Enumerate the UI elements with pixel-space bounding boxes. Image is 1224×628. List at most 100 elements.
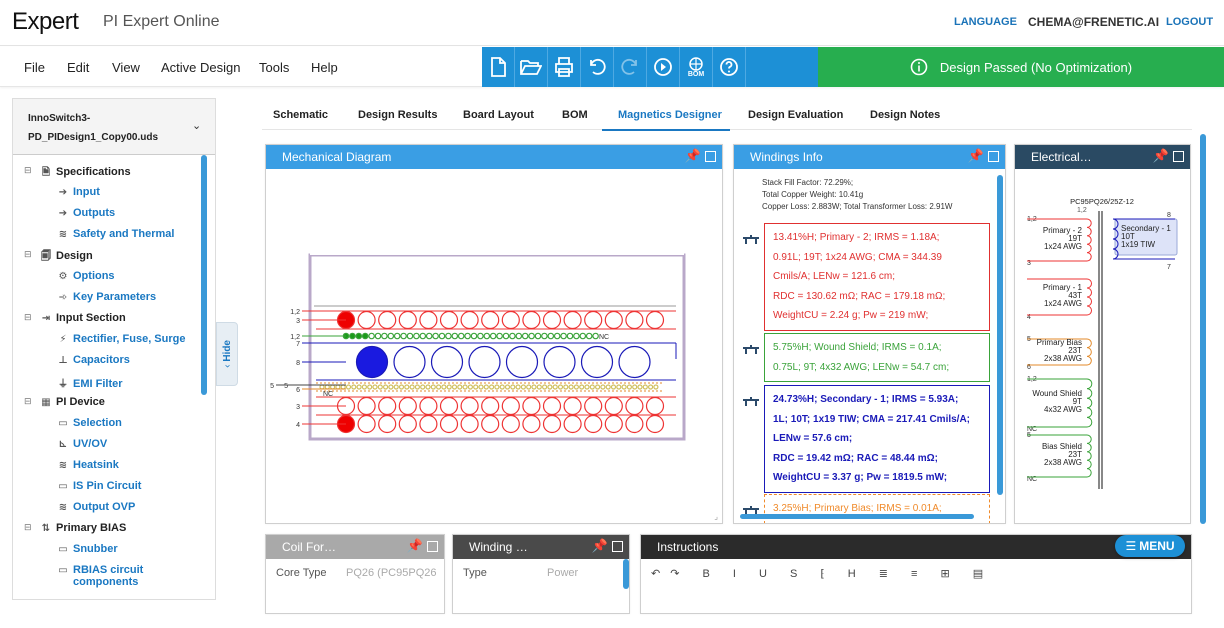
print-button[interactable] bbox=[548, 47, 581, 87]
pin-icon[interactable]: 📌 bbox=[684, 148, 701, 163]
help-button[interactable] bbox=[713, 47, 746, 87]
sidebar: InnoSwitch3- PD_PIDesign1_Copy00.uds ⌄ 🗎… bbox=[12, 98, 216, 600]
tab-design-notes[interactable]: Design Notes bbox=[870, 109, 941, 121]
tree-item-snubber[interactable]: ▭ Snubber bbox=[56, 543, 117, 555]
tree-item-output-ovp[interactable]: ≋ Output OVP bbox=[56, 501, 136, 513]
winding-info-line: RDC = 19.42 mΩ; RAC = 48.44 mΩ; bbox=[773, 452, 938, 464]
tab-design-results[interactable]: Design Results bbox=[358, 109, 438, 121]
maximize-icon[interactable] bbox=[988, 151, 999, 162]
tree-item-emi-filter[interactable]: ⏚ EMI Filter bbox=[56, 375, 123, 390]
hide-sidebar-tab[interactable]: ‹ Hide bbox=[216, 322, 238, 386]
language-link[interactable]: LANGUAGE bbox=[954, 16, 1017, 28]
user-name[interactable]: CHEMA@FRENETIC.AI bbox=[1028, 15, 1160, 29]
redo-button[interactable] bbox=[614, 47, 647, 87]
menu-help[interactable]: Help bbox=[311, 60, 338, 75]
wire-turn bbox=[616, 384, 622, 390]
wire-turn bbox=[496, 332, 503, 340]
maximize-icon[interactable] bbox=[427, 541, 438, 552]
tree-item-uv-ov[interactable]: ⊾ UV/OV bbox=[56, 438, 107, 450]
expand-toggle-icon[interactable]: ⊟ bbox=[24, 165, 32, 175]
menu-active-design[interactable]: Active Design bbox=[161, 60, 241, 75]
open-button[interactable] bbox=[515, 47, 548, 87]
tab-schematic[interactable]: Schematic bbox=[273, 109, 329, 121]
winding-scrollbar[interactable] bbox=[623, 559, 629, 589]
wound-shield-winding: NC bbox=[342, 332, 609, 341]
pin-icon[interactable]: 📌 bbox=[1152, 148, 1169, 163]
tree-group-primary-bias[interactable]: ⇅ Primary BIAS bbox=[39, 522, 127, 534]
copper-loss: Copper Loss: 2.883W; Total Transformer L… bbox=[762, 202, 953, 211]
open-folder-icon bbox=[520, 60, 542, 75]
windings-hscrollbar[interactable] bbox=[740, 514, 974, 519]
tree-item-rbias-circuit[interactable]: ▭ RBIAS circuit bbox=[56, 564, 143, 576]
editor-toolbar[interactable]: ↶↷ B I U S ⁅ H ≣ ≡ ⊞ ▤ bbox=[651, 568, 994, 580]
undo-button[interactable] bbox=[581, 47, 614, 87]
winding-info-box[interactable]: 24.73%H; Secondary - 1; IRMS = 5.93A; 1L;… bbox=[764, 385, 990, 493]
tree-node-icon: ⚙ bbox=[58, 271, 68, 282]
resize-handle[interactable]: ⌟ bbox=[714, 512, 718, 521]
menu-file[interactable]: File bbox=[24, 60, 45, 75]
winding-info-box[interactable]: 3.25%H; Primary Bias; IRMS = 0.01A; bbox=[764, 494, 990, 523]
tree-item-selection[interactable]: ▭ Selection bbox=[56, 417, 122, 429]
design-name-line1: InnoSwitch3- bbox=[28, 113, 91, 124]
sidebar-scrollbar[interactable] bbox=[201, 155, 207, 395]
maximize-icon[interactable] bbox=[1173, 151, 1184, 162]
wire-turn bbox=[400, 332, 407, 340]
tree-item-is-pin-circuit[interactable]: ▭ IS Pin Circuit bbox=[56, 480, 141, 492]
tree-item-outputs[interactable]: ➔ Outputs bbox=[56, 207, 115, 219]
winding-info-box[interactable]: 13.41%H; Primary - 2; IRMS = 1.18A; 0.91L… bbox=[764, 223, 990, 331]
windings-scrollbar[interactable] bbox=[997, 175, 1003, 495]
tree-group-pi-device[interactable]: ▦ PI Device bbox=[39, 396, 105, 408]
tree-group-input-section[interactable]: ⇥ Input Section bbox=[39, 312, 126, 324]
tree-item-options[interactable]: ⚙ Options bbox=[56, 270, 115, 282]
expand-toggle-icon[interactable]: ⊟ bbox=[24, 522, 32, 532]
tree-node-icon: ➔ bbox=[58, 187, 68, 198]
wire-turn bbox=[573, 332, 580, 340]
pin-icon[interactable]: 📌 bbox=[406, 538, 423, 553]
menu-edit[interactable]: Edit bbox=[67, 60, 90, 75]
tree-item-key-parameters[interactable]: ➾ Key Parameters bbox=[56, 291, 156, 303]
tab-board-layout[interactable]: Board Layout bbox=[463, 109, 534, 121]
pin-label: 6 bbox=[296, 387, 300, 394]
maximize-icon[interactable] bbox=[612, 541, 623, 552]
wire-turn bbox=[584, 310, 603, 330]
pin-label: 1,2 bbox=[290, 334, 300, 341]
tree-group-design[interactable]: 🗐 Design bbox=[39, 249, 93, 266]
type-value[interactable]: Power bbox=[547, 567, 579, 579]
chevron-down-icon[interactable]: ⌄ bbox=[192, 120, 202, 132]
menu-tools[interactable]: Tools bbox=[259, 60, 290, 75]
menu-button[interactable]: ☰ MENU bbox=[1115, 535, 1185, 557]
wire-turn bbox=[653, 384, 659, 390]
design-selector[interactable]: InnoSwitch3- PD_PIDesign1_Copy00.uds ⌄ bbox=[13, 99, 215, 155]
expand-toggle-icon[interactable]: ⊟ bbox=[24, 396, 32, 406]
pin-label: NC bbox=[323, 391, 333, 398]
tree-item-input[interactable]: ➔ Input bbox=[56, 186, 100, 198]
tree-item-rectifier-fuse-surge[interactable]: ⚡ Rectifier, Fuse, Surge bbox=[56, 333, 185, 345]
pin-icon[interactable]: 📌 bbox=[967, 148, 984, 163]
winding-info-box[interactable]: 5.75%H; Wound Shield; IRMS = 0.1A; 0.75L;… bbox=[764, 333, 990, 382]
run-button[interactable] bbox=[647, 47, 680, 87]
wire-turn bbox=[393, 384, 399, 390]
tab-bom[interactable]: BOM bbox=[562, 109, 588, 121]
logout-link[interactable]: LOGOUT bbox=[1166, 16, 1214, 28]
tree-group-specifications[interactable]: 🗎 Specifications bbox=[39, 165, 131, 182]
expand-toggle-icon[interactable]: ⊟ bbox=[24, 312, 32, 322]
menu-view[interactable]: View bbox=[112, 60, 140, 75]
tree-item-heatsink[interactable]: ≋ Heatsink bbox=[56, 459, 119, 471]
page-scrollbar[interactable] bbox=[1200, 134, 1206, 524]
new-file-button[interactable] bbox=[482, 47, 515, 87]
maximize-icon[interactable] bbox=[705, 151, 716, 162]
pin-icon[interactable]: 📌 bbox=[591, 538, 608, 553]
wire-turn bbox=[457, 332, 465, 340]
wire-turn bbox=[345, 384, 352, 390]
tree-item-safety-and-thermal[interactable]: ≋ Safety and Thermal bbox=[56, 228, 175, 240]
tree-item-capacitors[interactable]: ⊥ Capacitors bbox=[56, 354, 129, 366]
wire-turn bbox=[446, 384, 452, 390]
bom-button[interactable]: BOM bbox=[680, 47, 713, 87]
active-tab-indicator bbox=[602, 129, 730, 131]
tab-magnetics-designer[interactable]: Magnetics Designer bbox=[618, 109, 722, 121]
run-icon bbox=[654, 58, 672, 76]
tree-item-components[interactable]: components bbox=[73, 576, 138, 588]
expand-toggle-icon[interactable]: ⊟ bbox=[24, 249, 32, 259]
core-type-value[interactable]: PQ26 (PC95PQ26 bbox=[346, 567, 437, 579]
tab-design-evaluation[interactable]: Design Evaluation bbox=[748, 109, 844, 121]
